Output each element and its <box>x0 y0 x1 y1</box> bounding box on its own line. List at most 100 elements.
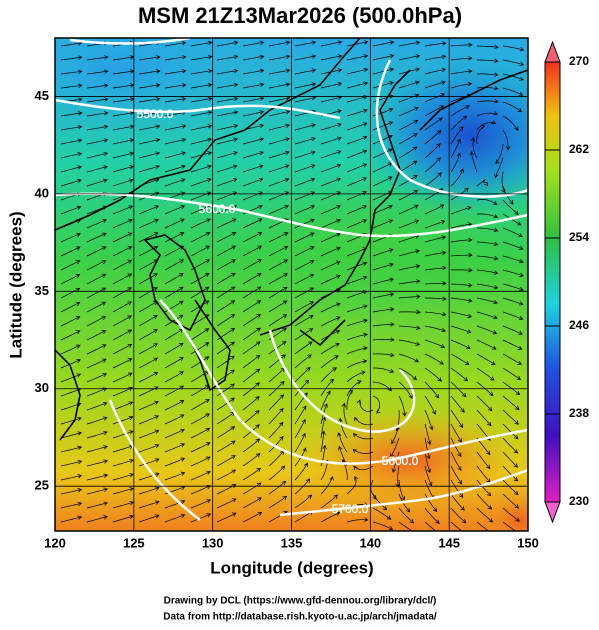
streamline <box>398 521 416 531</box>
streamline <box>190 218 211 229</box>
streamline <box>398 54 421 61</box>
streamline <box>86 178 108 187</box>
streamline <box>502 395 520 411</box>
streamline <box>242 482 262 495</box>
streamline <box>242 177 264 187</box>
streamline <box>268 354 286 369</box>
streamline <box>424 437 431 460</box>
streamline <box>346 40 369 47</box>
streamline <box>60 373 82 383</box>
streamline <box>337 432 348 453</box>
streamline <box>450 465 463 485</box>
streamline <box>242 382 260 397</box>
streamline <box>372 507 392 520</box>
streamline <box>370 479 377 500</box>
streamline <box>86 165 109 173</box>
streamline <box>346 389 353 411</box>
streamline <box>138 415 160 425</box>
streamline <box>242 410 260 425</box>
streamline <box>424 54 447 61</box>
streamline <box>398 249 421 257</box>
streamline <box>424 381 440 399</box>
streamline <box>424 117 443 131</box>
streamline <box>450 81 473 89</box>
streamline <box>164 400 185 411</box>
streamline <box>372 262 394 271</box>
streamline <box>320 355 339 369</box>
streamline <box>138 232 159 243</box>
streamline <box>138 444 160 453</box>
streamline <box>216 82 239 89</box>
streamline <box>502 297 524 306</box>
streamline <box>450 437 462 458</box>
streamline <box>502 241 524 250</box>
streamline <box>476 44 499 50</box>
streamline <box>294 478 311 495</box>
streamline <box>346 108 368 117</box>
streamline <box>60 124 83 131</box>
streamline <box>372 337 395 342</box>
streamline <box>112 301 132 313</box>
streamline <box>216 245 237 257</box>
streamline <box>242 341 261 355</box>
streamline <box>502 367 522 381</box>
streamline <box>112 458 134 467</box>
streamline <box>242 354 261 369</box>
streamline <box>242 438 261 453</box>
streamline <box>86 373 107 383</box>
streamline <box>164 218 185 229</box>
streamline <box>294 246 315 257</box>
streamline <box>190 151 213 159</box>
streamline <box>112 218 133 229</box>
streamline <box>495 143 504 165</box>
streamline <box>164 137 187 145</box>
streamline <box>86 124 109 131</box>
streamline <box>190 245 211 257</box>
streamline <box>320 316 341 327</box>
streamline <box>294 82 317 89</box>
x-tick-label: 130 <box>202 535 224 550</box>
streamline <box>138 245 159 257</box>
streamline <box>268 495 288 509</box>
streamline <box>372 81 394 89</box>
streamline <box>346 67 369 75</box>
streamline <box>424 235 447 243</box>
streamline <box>424 129 442 145</box>
streamline <box>346 149 368 159</box>
streamline <box>164 371 184 383</box>
streamline <box>294 462 308 481</box>
streamline <box>268 300 288 313</box>
streamline <box>60 488 83 495</box>
streamline <box>320 136 342 145</box>
streamline <box>294 405 307 425</box>
streamline <box>112 514 134 523</box>
streamline <box>398 367 417 381</box>
streamline <box>476 269 499 275</box>
streamline <box>424 41 447 47</box>
streamline <box>164 205 186 215</box>
streamline <box>338 417 348 439</box>
streamline <box>450 507 467 524</box>
streamline <box>138 315 158 327</box>
streamline <box>424 507 440 524</box>
streamline <box>424 80 446 89</box>
streamline <box>242 300 262 313</box>
streamline <box>476 409 492 427</box>
streamline <box>86 287 107 299</box>
colorbar-top <box>544 40 561 63</box>
streamline <box>216 177 238 187</box>
streamline <box>86 344 107 355</box>
streamline <box>320 390 331 411</box>
streamline <box>346 177 368 187</box>
streamline <box>476 395 493 412</box>
streamline <box>242 110 265 117</box>
streamline <box>86 55 109 61</box>
streamline <box>320 40 343 47</box>
streamline <box>424 311 447 317</box>
streamline <box>372 277 395 285</box>
colorbar-label: 246 <box>569 318 589 332</box>
streamline <box>60 246 81 257</box>
streamline <box>502 409 519 425</box>
streamline <box>216 383 235 397</box>
streamline <box>138 357 159 369</box>
